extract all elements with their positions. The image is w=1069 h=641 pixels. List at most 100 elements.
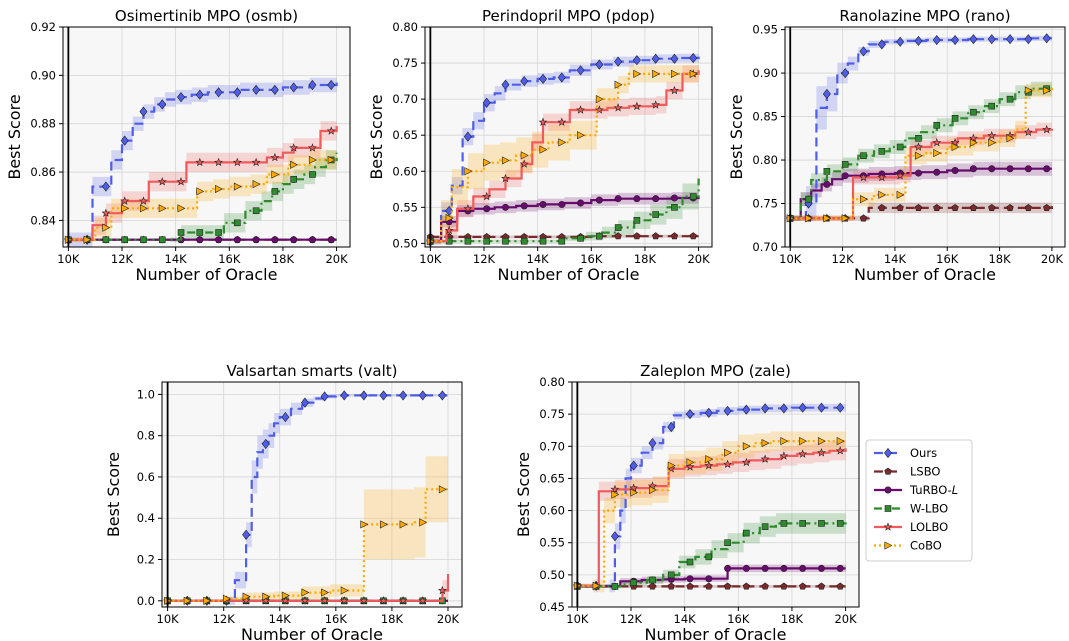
point-ours — [1042, 33, 1051, 44]
point-cobo — [203, 596, 212, 605]
point-w-lbo — [652, 211, 659, 218]
chart-title: Valsartan smarts (valt) — [226, 362, 397, 380]
point-cobo — [817, 437, 826, 446]
x-tick-label: 10K — [566, 612, 589, 626]
point-lsbo — [836, 582, 844, 590]
point-lolbo — [670, 85, 679, 95]
point-ours — [463, 131, 472, 142]
point-lsbo — [723, 582, 732, 590]
point-ours — [158, 99, 167, 110]
point-ours — [798, 402, 807, 413]
point-ours — [101, 181, 110, 192]
point-cobo — [988, 138, 997, 147]
point-w-lbo — [705, 553, 713, 561]
point-ours — [817, 402, 826, 413]
point-ours — [896, 36, 905, 47]
point-lolbo — [610, 484, 620, 494]
point-ours — [987, 34, 996, 45]
point-cobo — [577, 131, 586, 140]
legend-label: W-LBO — [910, 502, 948, 516]
point-w-lbo — [215, 229, 222, 236]
point-cobo — [1024, 86, 1033, 95]
point-cobo — [242, 592, 251, 601]
y-tick-label: 0.8 — [137, 429, 155, 443]
y-tick-label: 0.90 — [752, 66, 778, 80]
point-turbo-l — [705, 575, 713, 583]
line-cobo — [430, 72, 699, 243]
legend-item-lsbo: LSBO — [874, 465, 940, 479]
point-cobo — [83, 235, 92, 244]
point-ours — [670, 53, 679, 64]
point-cobo — [183, 596, 192, 605]
point-lsbo — [686, 582, 694, 590]
point-lolbo — [300, 596, 310, 605]
point-lsbo — [951, 203, 959, 211]
x-tick-label: 20K — [325, 252, 348, 266]
x-tick-label: 18K — [272, 252, 295, 266]
x-tick-label: 12K — [831, 252, 854, 266]
plot-frame — [62, 26, 351, 248]
point-lsbo — [670, 232, 679, 240]
point-cobo — [914, 151, 923, 160]
point-cobo — [438, 485, 447, 494]
legend-label: Ours — [910, 446, 937, 460]
point-w-lbo — [614, 224, 622, 231]
chart-panel-2: 10K 12K 14K 16K 18K 20K 0.50 0.55 0.60 0.65 0.70 0.… — [367, 7, 713, 284]
point-turbo-l — [290, 236, 298, 244]
point-w-lbo — [520, 237, 528, 245]
point-cobo — [841, 214, 850, 223]
legend: Ours LSBO TuRBO-L W-LBO LOLBO CoBO — [865, 439, 973, 562]
chart-panel-4: 10K 12K 14K 16K 18K 20K 0.0 0.2 0.4 0.6 0.8 1.0 Vals… — [104, 362, 463, 641]
legend-label: LOLBO — [910, 520, 948, 534]
point-lolbo — [613, 103, 623, 112]
point-ours — [261, 438, 270, 450]
point-ours — [539, 73, 547, 85]
point-w-lbo — [630, 579, 637, 586]
point-cobo — [896, 190, 905, 199]
point-lsbo — [1042, 203, 1051, 211]
legend-label: CoBO — [910, 539, 942, 553]
point-w-lbo — [818, 520, 825, 527]
point-cobo — [558, 138, 567, 147]
y-tick-label: 0.80 — [392, 20, 418, 34]
point-lolbo — [501, 173, 510, 183]
point-lolbo — [741, 457, 751, 467]
point-turbo-l — [1006, 165, 1014, 173]
point-turbo-l — [215, 236, 223, 244]
point-cobo — [595, 95, 604, 104]
y-tick-label: 0.0 — [137, 594, 155, 608]
line-ours — [68, 82, 338, 241]
point-cobo — [614, 80, 623, 89]
point-lolbo — [232, 157, 242, 167]
point-turbo-l — [501, 203, 509, 211]
x-tick-label: 12K — [620, 612, 643, 626]
band-turbo-l — [430, 191, 699, 244]
point-lolbo — [1042, 124, 1052, 134]
x-tick-label: 14K — [674, 612, 697, 626]
y-tick-label: 0.4 — [137, 511, 155, 525]
point-lolbo — [632, 101, 642, 111]
point-ours — [177, 92, 185, 103]
band-turbo-l — [577, 564, 846, 588]
point-lolbo — [950, 137, 960, 147]
point-cobo — [139, 204, 148, 213]
chart-panel-5: 10K 12K 14K 16K 18K 20K 0.45 0.50 0.55 0.60 0.65 0.… — [514, 362, 860, 641]
point-lolbo — [859, 172, 868, 182]
x-tick-label: 14K — [165, 252, 188, 266]
point-ours — [482, 97, 491, 108]
point-cobo — [951, 142, 960, 152]
point-ours — [595, 59, 604, 70]
plot-series — [785, 33, 1053, 224]
point-w-lbo — [799, 520, 806, 527]
y-tick-label: 0.65 — [539, 471, 565, 485]
point-ours — [139, 106, 148, 117]
point-cobo — [1043, 86, 1052, 95]
point-cobo — [301, 588, 310, 597]
x-tick-label: 14K — [527, 252, 550, 266]
point-turbo-l — [577, 199, 585, 207]
point-w-lbo — [970, 108, 977, 116]
point-w-lbo — [667, 571, 675, 579]
point-ours — [723, 405, 732, 417]
point-ours — [270, 84, 279, 95]
point-turbo-l — [841, 172, 849, 180]
